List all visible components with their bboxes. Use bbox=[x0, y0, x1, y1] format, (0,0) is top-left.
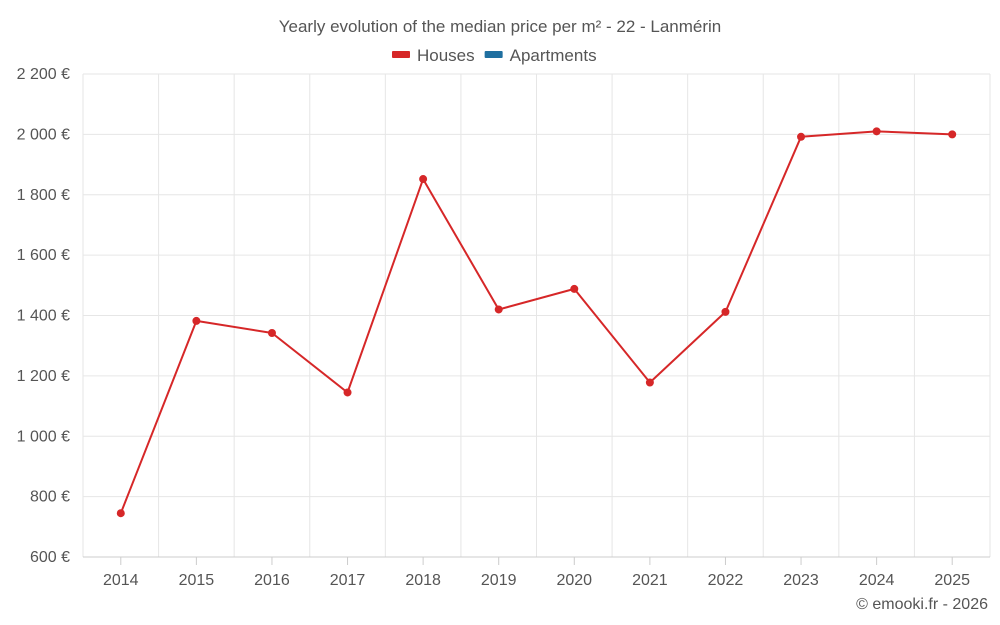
x-tick-label: 2023 bbox=[783, 572, 819, 589]
legend-swatch bbox=[392, 51, 410, 58]
x-tick-label: 2019 bbox=[481, 572, 517, 589]
data-point[interactable] bbox=[948, 130, 957, 139]
y-tick-label: 800 € bbox=[30, 489, 70, 506]
y-tick-label: 1 600 € bbox=[17, 247, 70, 264]
legend-swatch bbox=[484, 51, 503, 58]
y-tick-label: 1 400 € bbox=[17, 308, 70, 325]
data-point[interactable] bbox=[419, 175, 428, 184]
chart-title: Yearly evolution of the median price per… bbox=[279, 17, 722, 36]
y-tick-label: 1 000 € bbox=[17, 428, 70, 445]
x-tick-label: 2017 bbox=[330, 572, 366, 589]
data-point[interactable] bbox=[343, 388, 352, 397]
x-tick-label: 2016 bbox=[254, 572, 290, 589]
y-tick-label: 2 000 € bbox=[17, 126, 70, 143]
series-layer bbox=[116, 127, 957, 518]
y-tick-label: 1 200 € bbox=[17, 368, 70, 385]
data-point[interactable] bbox=[267, 329, 276, 338]
data-point[interactable] bbox=[116, 509, 125, 518]
data-point[interactable] bbox=[797, 132, 806, 141]
legend[interactable]: Houses Apartments bbox=[392, 46, 597, 65]
y-tick-label: 600 € bbox=[30, 549, 70, 566]
y-tick-label: 2 200 € bbox=[17, 66, 70, 83]
x-tick-label: 2025 bbox=[934, 572, 970, 589]
data-point[interactable] bbox=[721, 307, 730, 316]
grid bbox=[82, 73, 991, 557]
legend-label: Houses bbox=[417, 46, 475, 65]
x-tick-label: 2014 bbox=[103, 572, 139, 589]
legend-item-apartments[interactable]: Apartments bbox=[484, 46, 597, 65]
data-point[interactable] bbox=[872, 127, 881, 136]
legend-item-houses[interactable]: Houses bbox=[392, 46, 475, 65]
x-tick-label: 2015 bbox=[179, 572, 215, 589]
y-tick-label: 1 800 € bbox=[17, 187, 70, 204]
x-tick-label: 2018 bbox=[405, 572, 441, 589]
data-point[interactable] bbox=[570, 284, 579, 293]
data-point[interactable] bbox=[192, 316, 201, 325]
x-tick-label: 2020 bbox=[556, 572, 592, 589]
series-line-houses bbox=[119, 130, 953, 514]
x-tick-label: 2021 bbox=[632, 572, 668, 589]
x-tick-label: 2024 bbox=[859, 572, 895, 589]
data-point[interactable] bbox=[645, 378, 654, 387]
axes: 600 € 800 € 1 000 € 1 200 € 1 400 € 1 600 € 1 … bbox=[17, 66, 990, 589]
credit-label: © emooki.fr - 2026 bbox=[856, 596, 988, 613]
data-point[interactable] bbox=[494, 305, 503, 314]
legend-label: Apartments bbox=[510, 46, 597, 65]
x-tick-label: 2022 bbox=[708, 572, 744, 589]
